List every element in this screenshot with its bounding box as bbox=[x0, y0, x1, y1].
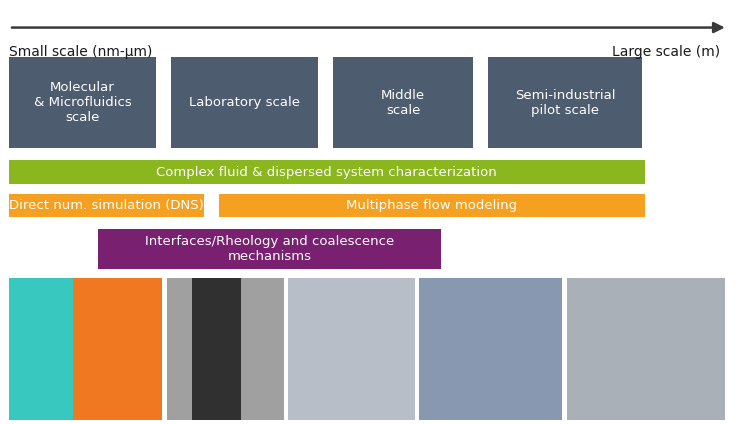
Bar bbox=[562, 278, 567, 420]
Text: Interfaces/Rheology and coalescence
mechanisms: Interfaces/Rheology and coalescence mech… bbox=[145, 235, 394, 263]
Bar bbox=[419, 278, 562, 420]
Bar bbox=[288, 278, 415, 420]
Bar bbox=[415, 278, 419, 420]
Bar bbox=[333, 57, 473, 148]
Bar bbox=[9, 57, 156, 148]
Bar bbox=[171, 57, 318, 148]
Bar bbox=[167, 278, 284, 420]
Text: Laboratory scale: Laboratory scale bbox=[189, 96, 300, 109]
Bar bbox=[98, 229, 441, 269]
Bar bbox=[192, 278, 241, 420]
Bar bbox=[9, 278, 73, 420]
Text: Small scale (nm-μm): Small scale (nm-μm) bbox=[9, 45, 152, 59]
Bar bbox=[567, 278, 725, 420]
Text: Multiphase flow modeling: Multiphase flow modeling bbox=[346, 199, 517, 212]
Text: Complex fluid & dispersed system characterization: Complex fluid & dispersed system charact… bbox=[157, 166, 497, 179]
Bar bbox=[284, 278, 288, 420]
Bar bbox=[488, 57, 642, 148]
Bar bbox=[219, 194, 645, 217]
Text: Large scale (m): Large scale (m) bbox=[612, 45, 720, 59]
Text: Direct num. simulation (DNS): Direct num. simulation (DNS) bbox=[9, 199, 204, 212]
Text: Molecular
& Microfluidics
scale: Molecular & Microfluidics scale bbox=[34, 81, 131, 124]
Bar bbox=[73, 278, 162, 420]
Bar bbox=[162, 278, 167, 420]
Bar bbox=[9, 160, 645, 184]
Text: Middle
scale: Middle scale bbox=[381, 89, 425, 117]
Text: Semi-industrial
pilot scale: Semi-industrial pilot scale bbox=[515, 89, 615, 117]
Bar bbox=[9, 194, 204, 217]
